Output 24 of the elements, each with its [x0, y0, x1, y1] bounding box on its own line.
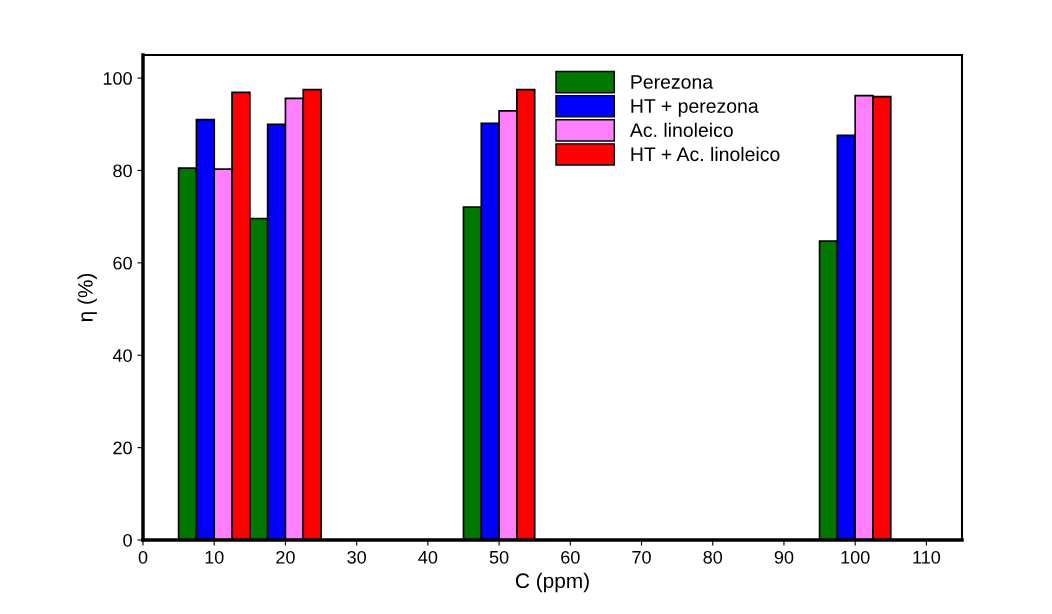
x-tick-label: 100	[841, 550, 870, 564]
x-tick-label: 90	[774, 550, 794, 564]
y-tick-label: 0	[123, 533, 132, 547]
legend-label: HT + Ac. linoleico	[631, 146, 780, 162]
y-tick-label: 100	[103, 72, 132, 85]
x-axis-title: C (ppm)	[515, 572, 589, 593]
legend-label: Perezona	[631, 75, 714, 89]
y-axis-title: η (%)	[77, 273, 97, 322]
x-tick-label: 70	[632, 550, 651, 564]
y-tick-label: 80	[113, 164, 132, 178]
y-tick-label: 40	[112, 349, 132, 362]
legend-label: HT + perezona	[631, 99, 759, 117]
x-tick-label: 50	[489, 550, 509, 564]
x-tick-label: 0	[138, 550, 148, 564]
x-tick-label: 110	[913, 550, 941, 564]
x-tick-label: 10	[205, 550, 224, 564]
x-tick-label: 20	[276, 550, 295, 564]
x-tick-label: 40	[418, 550, 438, 564]
y-tick-label: 20	[113, 441, 132, 455]
y-tick-label: 60	[113, 256, 132, 270]
legend-label: Ac. linoleico	[629, 122, 733, 138]
x-tick-label: 30	[347, 550, 366, 564]
x-tick-label: 80	[703, 550, 723, 564]
x-tick-label: 60	[561, 550, 580, 564]
